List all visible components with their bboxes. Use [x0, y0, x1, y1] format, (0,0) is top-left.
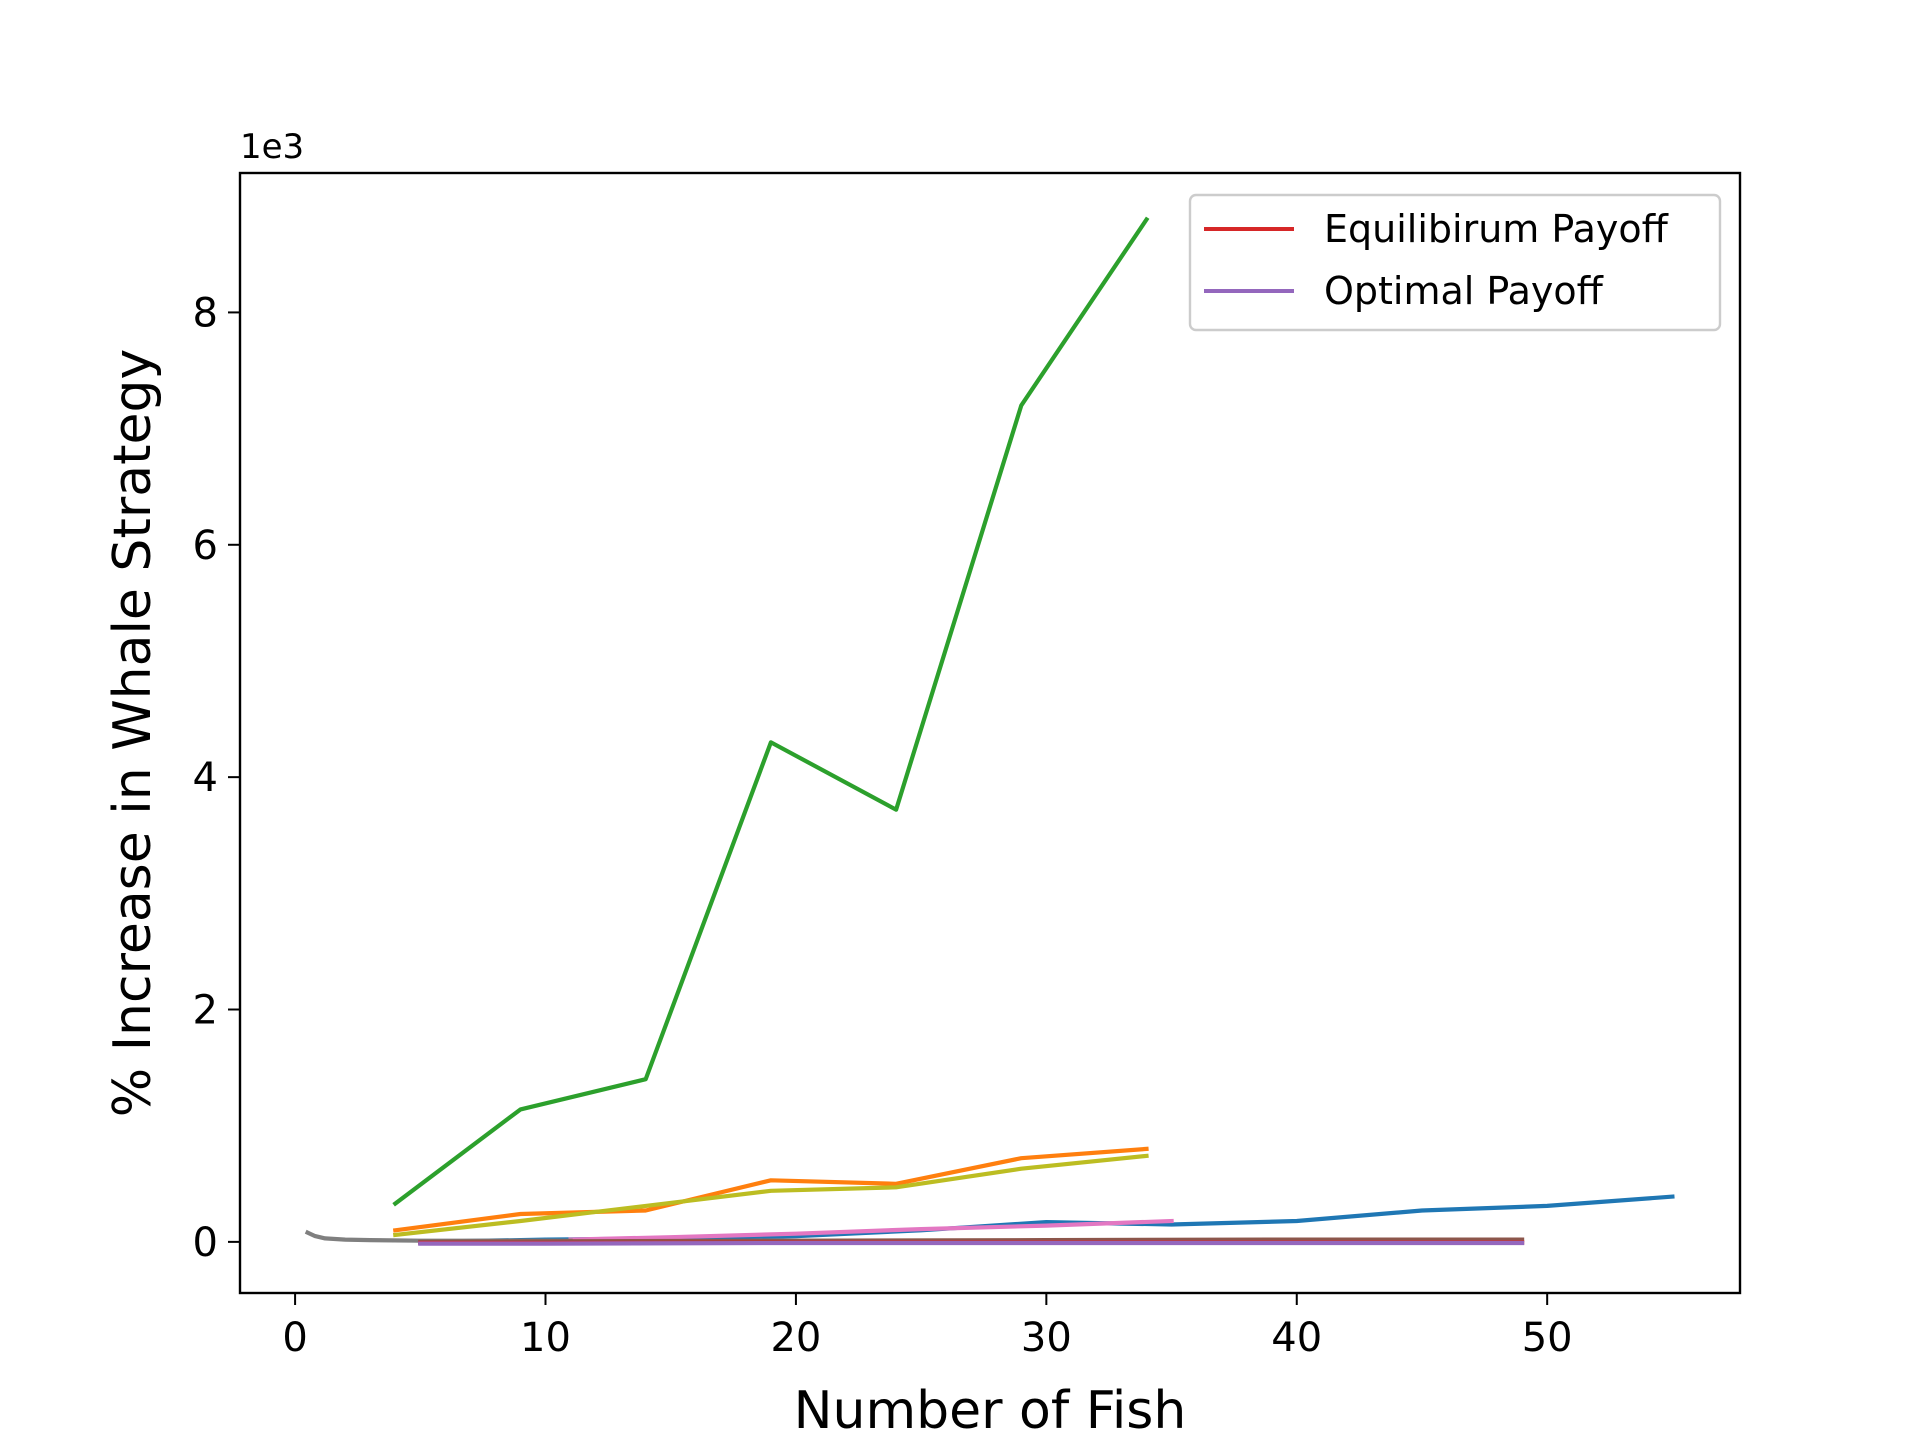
x-tick-label: 20 [770, 1315, 821, 1361]
series-line-1 [392, 1146, 1149, 1233]
series-line-4 [568, 1218, 1174, 1242]
plot-frame [238, 171, 1742, 1295]
series-line-0 [392, 216, 1150, 1207]
series-layer [304, 216, 1675, 1246]
y-tick-label: 6 [193, 523, 218, 569]
x-tick-label: 0 [282, 1315, 307, 1361]
x-tick-label: 40 [1271, 1315, 1322, 1361]
legend-label-equilibirum: Equilibirum Payoff [1324, 207, 1669, 251]
y-tick-label: 2 [193, 988, 218, 1034]
legend: Equilibirum Payoff Optimal Payoff [1188, 193, 1722, 332]
series-line-8 [418, 1240, 1525, 1246]
y-tick-label: 0 [193, 1220, 218, 1266]
x-axis-label: Number of Fish [794, 1381, 1187, 1440]
y-offset-text: 1e3 [240, 127, 304, 167]
y-tick-label: 8 [193, 290, 218, 336]
legend-label-optimal: Optimal Payoff [1324, 269, 1604, 313]
y-axis-label: % Increase in Whale Strategy [103, 349, 163, 1117]
series-line-2 [392, 1153, 1149, 1238]
x-tick-label: 10 [520, 1315, 571, 1361]
y-axis: 0 2 4 6 8 [193, 290, 240, 1266]
x-tick-label: 30 [1021, 1315, 1072, 1361]
x-tick-label: 50 [1522, 1315, 1573, 1361]
y-tick-label: 4 [193, 755, 218, 801]
legend-frame [1188, 193, 1722, 332]
x-axis: 0 10 20 30 40 50 [282, 1293, 1573, 1361]
